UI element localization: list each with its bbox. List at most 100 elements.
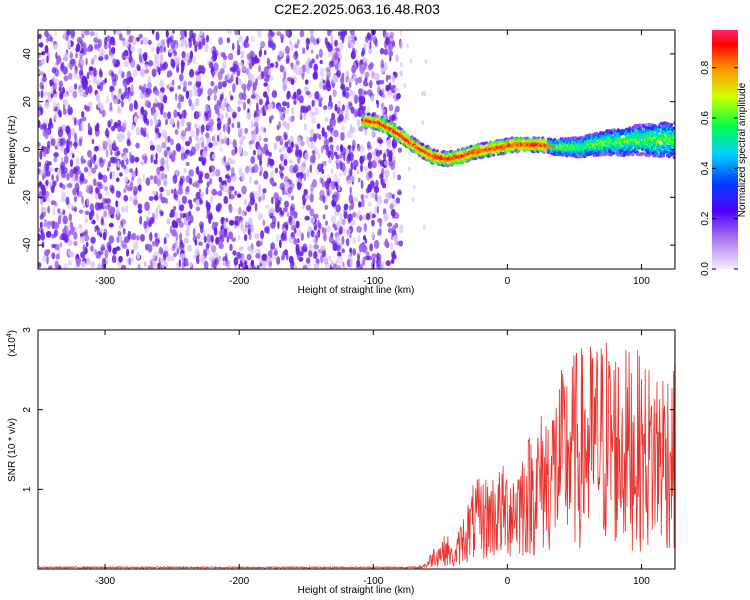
noise-speckle [352, 144, 355, 152]
noise-speckle [317, 152, 321, 160]
noise-speckle [270, 31, 275, 37]
noise-speckle [204, 172, 210, 180]
signal-cell [425, 148, 429, 152]
noise-speckle [133, 199, 139, 206]
noise-speckle [197, 139, 201, 149]
noise-speckle [211, 68, 216, 77]
noise-speckle [39, 150, 43, 160]
noise-speckle [194, 248, 200, 256]
noise-speckle [303, 172, 306, 182]
noise-speckle [349, 41, 355, 49]
noise-speckle [195, 255, 200, 265]
noise-speckle [206, 181, 210, 188]
noise-speckle [344, 91, 350, 99]
noise-speckle [156, 166, 161, 175]
noise-speckle [220, 94, 224, 100]
noise-speckle [222, 61, 227, 70]
noise-speckle [203, 260, 209, 269]
signal-cell [417, 140, 421, 144]
noise-speckle [52, 206, 56, 216]
noise-speckle [320, 254, 324, 264]
noise-speckle [328, 94, 332, 103]
noise-speckle [256, 30, 262, 38]
noise-speckle [353, 197, 359, 202]
noise-speckle [206, 249, 210, 255]
noise-speckle [38, 69, 41, 75]
noise-speckle [155, 31, 160, 41]
noise-speckle [89, 31, 95, 37]
noise-speckle [372, 257, 376, 265]
noise-speckle [104, 54, 109, 61]
noise-speckle [191, 32, 197, 38]
noise-speckle [349, 247, 352, 253]
noise-speckle [118, 224, 122, 230]
signal-cell [456, 148, 460, 152]
noise-speckle [242, 209, 245, 216]
noise-speckle [293, 164, 299, 173]
noise-speckle [180, 30, 186, 37]
noise-speckle [337, 185, 341, 192]
noise-speckle [117, 123, 122, 132]
noise-speckle [236, 39, 240, 47]
noise-speckle [38, 109, 41, 118]
noise-speckle [362, 256, 366, 266]
noise-speckle [378, 89, 383, 96]
noise-speckle [53, 89, 56, 95]
noise-speckle [222, 184, 228, 192]
noise-speckle [237, 193, 242, 198]
noise-speckle [393, 87, 400, 92]
noise-speckle [327, 150, 331, 159]
noise-speckle [262, 188, 267, 194]
noise-speckle [338, 41, 343, 51]
noise-speckle [286, 101, 290, 109]
noise-speckle [316, 123, 321, 130]
noise-speckle [313, 262, 320, 269]
noise-speckle [379, 47, 385, 55]
noise-speckle [394, 222, 399, 229]
noise-speckle [304, 79, 309, 85]
noise-speckle [306, 168, 310, 178]
noise-speckle [279, 182, 285, 191]
noise-speckle [297, 238, 300, 244]
noise-speckle [102, 140, 108, 150]
noise-speckle [116, 177, 120, 183]
noise-speckle [312, 99, 316, 107]
noise-speckle [219, 137, 223, 146]
noise-speckle [269, 63, 274, 68]
noise-speckle [270, 221, 276, 229]
noise-speckle [158, 91, 164, 99]
noise-speckle [344, 30, 348, 36]
noise-speckle [68, 213, 73, 222]
noise-speckle [273, 250, 279, 256]
noise-speckle [336, 244, 341, 252]
noise-speckle [399, 70, 403, 77]
noise-speckle [208, 61, 214, 69]
noise-speckle [178, 180, 183, 190]
noise-speckle [297, 66, 303, 76]
noise-speckle [136, 235, 140, 241]
noise-speckle [42, 173, 47, 179]
noise-speckle [112, 30, 117, 35]
noise-speckle [188, 98, 192, 107]
noise-speckle [303, 85, 309, 92]
noise-speckle [86, 197, 90, 207]
noise-speckle [360, 72, 364, 79]
noise-speckle [262, 110, 267, 117]
noise-speckle [371, 253, 377, 259]
noise-speckle [413, 184, 416, 190]
noise-speckle [380, 177, 384, 185]
noise-speckle [51, 174, 54, 181]
noise-speckle [325, 67, 331, 72]
noise-speckle [234, 146, 238, 154]
noise-speckle [103, 210, 108, 218]
noise-speckle [41, 50, 46, 56]
signal-cell [620, 132, 625, 136]
noise-speckle [39, 221, 43, 229]
noise-speckle [153, 175, 158, 185]
noise-speckle [99, 231, 103, 238]
noise-speckle [393, 212, 400, 220]
noise-speckle [112, 247, 117, 255]
noise-speckle [339, 35, 345, 41]
noise-speckle [331, 60, 335, 68]
noise-speckle [126, 30, 131, 35]
